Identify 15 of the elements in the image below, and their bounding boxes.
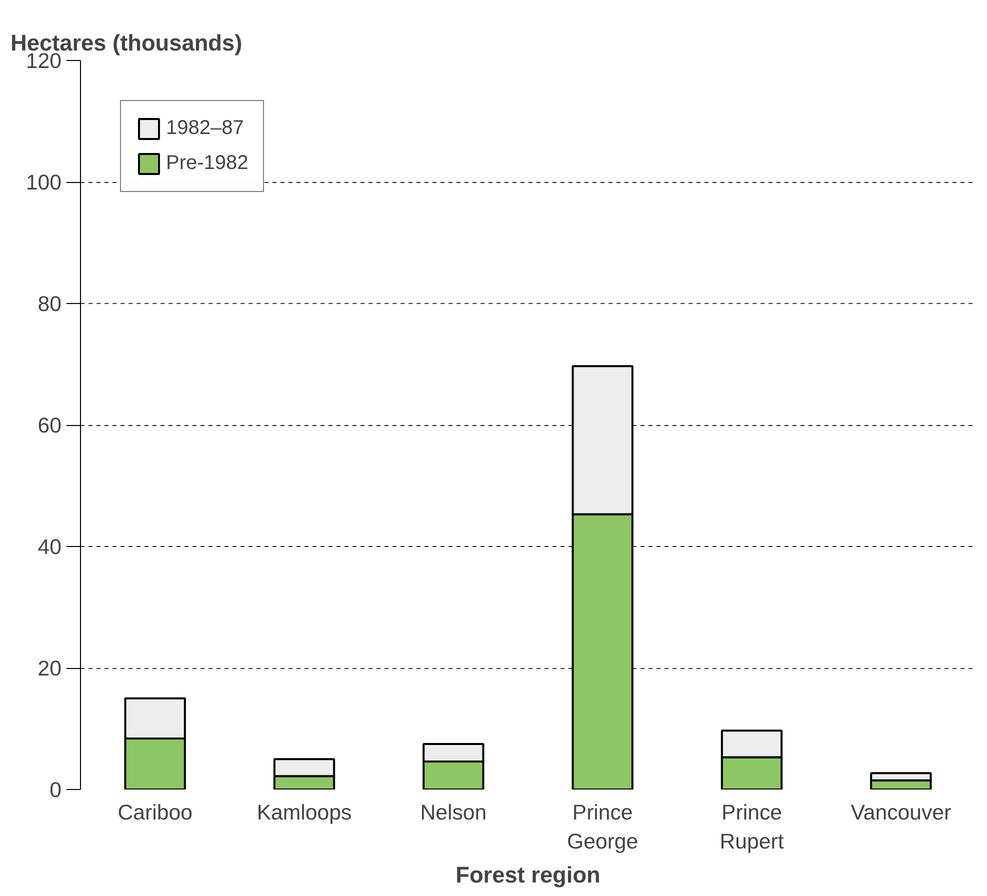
y-tick-label: 60 <box>38 414 62 438</box>
x-tick-label: Nelson <box>420 800 487 824</box>
legend-label: 1982–87 <box>166 117 244 140</box>
x-tick-label: Cariboo <box>118 800 192 824</box>
y-tick-label: 20 <box>38 656 62 680</box>
x-tick-label: Prince George <box>567 800 638 854</box>
legend-label: Pre-1982 <box>166 152 248 175</box>
y-tick-label: 100 <box>26 170 62 194</box>
x-tick-label: Kamloops <box>256 800 352 824</box>
x-axis-title: Forest region <box>456 861 600 888</box>
y-tick-label: 40 <box>38 535 62 559</box>
y-tick-label: 80 <box>38 292 62 316</box>
x-tick-label: Vancouver <box>850 800 952 824</box>
x-tick-label: Prince Rupert <box>720 800 784 854</box>
y-tick-label: 0 <box>50 778 62 802</box>
